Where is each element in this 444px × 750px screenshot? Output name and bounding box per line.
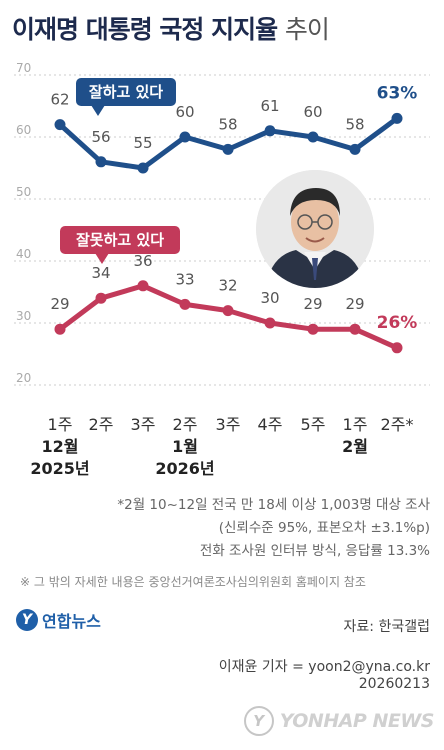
data-point <box>349 323 361 335</box>
x-tick-label: 5주 <box>301 415 326 434</box>
x-tick-label: 2주 <box>173 415 198 434</box>
data-point <box>307 131 319 143</box>
line-chart: 20 30 40 50 60 70 62 56 55 60 58 61 60 58 63% 29 34 36 33 3… <box>14 61 430 478</box>
x-year-label: 2025년 <box>30 459 89 478</box>
data-point <box>95 156 107 168</box>
data-label: 29 <box>345 295 364 313</box>
note-line: (신뢰수준 95%, 표본오차 ±3.1%p) <box>218 520 430 536</box>
data-point <box>95 292 107 304</box>
data-label: 29 <box>303 295 322 313</box>
data-label: 63% <box>377 83 418 103</box>
data-point <box>391 112 403 124</box>
title-suffix: 추이 <box>284 15 330 44</box>
yonhap-logo-icon: Y <box>16 609 38 631</box>
data-label: 30 <box>260 289 279 307</box>
x-tick-label: 4주 <box>258 415 283 434</box>
y-tick-label: 20 <box>16 371 31 385</box>
data-label: 60 <box>175 103 194 121</box>
legend-label: 잘못하고 있다 <box>76 231 164 249</box>
note-line: *2월 10~12일 전국 만 18세 이상 1,003명 대상 조사 <box>117 497 430 513</box>
data-point <box>179 298 191 310</box>
data-label: 33 <box>175 270 194 288</box>
data-label: 29 <box>50 295 69 313</box>
survey-notes: *2월 10~12일 전국 만 18세 이상 1,003명 대상 조사 (신뢰수… <box>117 494 430 563</box>
data-point <box>54 119 66 131</box>
x-month-label: 1월 <box>172 437 198 456</box>
x-tick-label: 1주 <box>48 415 73 434</box>
x-tick-label: 1주 <box>343 415 368 434</box>
data-label: 56 <box>91 128 110 146</box>
x-tick-label: 2주 <box>89 415 114 434</box>
note-line: 전화 조사원 인터뷰 방식, 응답률 13.3% <box>199 543 430 559</box>
legend-pointer <box>95 253 109 264</box>
yonhap-logo-text: 연합뉴스 <box>42 612 101 631</box>
data-label: 61 <box>260 97 279 115</box>
watermark-text: YONHAP NEWS <box>279 710 435 732</box>
x-month-label: 12월 <box>42 437 79 456</box>
data-point <box>391 342 403 354</box>
legend-label: 잘하고 있다 <box>89 83 163 101</box>
data-label: 36 <box>133 252 152 270</box>
data-label: 32 <box>218 277 237 295</box>
yonhap-logo: Y 연합뉴스 <box>16 608 101 632</box>
data-label: 58 <box>345 115 364 133</box>
x-year-label: 2026년 <box>155 459 214 478</box>
y-tick-label: 40 <box>16 247 31 261</box>
data-label: 58 <box>218 115 237 133</box>
data-point <box>137 280 149 292</box>
x-tick-label: 3주 <box>216 415 241 434</box>
data-label: 62 <box>50 91 69 109</box>
watermark-icon: Y <box>243 706 274 736</box>
data-point <box>264 317 276 329</box>
x-month-label: 2월 <box>342 437 368 456</box>
date-code: 20260213 <box>358 676 430 692</box>
data-point <box>54 323 66 335</box>
source-text: 자료: 한국갤럽 <box>343 619 430 635</box>
yonhap-watermark: Y YONHAP NEWS <box>243 706 435 736</box>
legend-box <box>60 226 180 254</box>
chart-title: 이재명 대통령 국정 지지율 추이 <box>12 10 330 46</box>
data-point <box>349 143 361 155</box>
data-point <box>222 143 234 155</box>
y-tick-label: 70 <box>16 61 31 75</box>
data-label: 34 <box>91 264 110 282</box>
reference-note: ※ 그 밖의 자세한 내용은 중앙선거여론조사심의위원회 홈페이지 참조 <box>20 575 366 589</box>
data-point <box>137 162 149 174</box>
data-point <box>179 131 191 143</box>
y-tick-label: 50 <box>16 185 31 199</box>
reporter-text: 이재윤 기자 = yoon2@yna.co.kr <box>218 659 430 675</box>
data-label: 55 <box>133 134 152 152</box>
data-point <box>264 125 276 137</box>
legend-box <box>76 78 176 106</box>
title-main: 이재명 대통령 국정 지지율 <box>12 15 278 44</box>
data-point <box>307 323 319 335</box>
x-tick-label: 3주 <box>131 415 156 434</box>
president-portrait <box>256 170 374 288</box>
data-label: 60 <box>303 103 322 121</box>
x-tick-label: 2주* <box>381 415 414 434</box>
data-point <box>222 305 234 317</box>
data-label: 26% <box>377 313 418 333</box>
y-tick-label: 60 <box>16 123 31 137</box>
legend-pointer <box>91 105 105 116</box>
y-tick-label: 30 <box>16 309 31 323</box>
